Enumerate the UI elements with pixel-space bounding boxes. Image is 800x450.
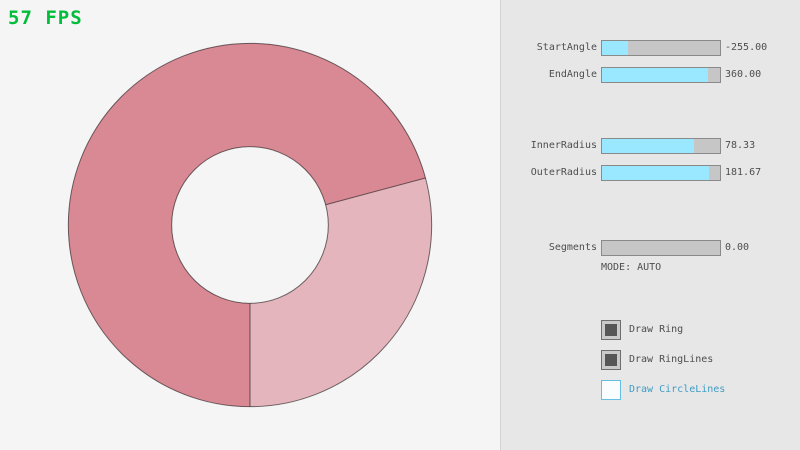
inner-circle-outline xyxy=(171,146,329,304)
draw-ringlines-row: Draw RingLines xyxy=(501,350,800,370)
start-angle-label: StartAngle xyxy=(536,42,597,53)
end-angle-label: EndAngle xyxy=(548,69,597,80)
draw-ring-checkbox[interactable] xyxy=(601,320,621,340)
segments-value: 0.00 xyxy=(725,242,750,253)
outer-radius-slider-fill xyxy=(602,166,710,180)
ring-boundary-line-top xyxy=(325,177,426,206)
draw-circlelines-row: Draw CircleLines xyxy=(501,380,800,400)
draw-ring-row: Draw Ring xyxy=(501,320,800,340)
ring-sector-overlap xyxy=(68,43,426,407)
ring-sector-single xyxy=(250,177,432,407)
controls-panel: StartAngle -255.00 EndAngle 360.00 Inner… xyxy=(500,0,800,450)
end-angle-slider-fill xyxy=(602,68,709,82)
inner-radius-slider-fill xyxy=(602,139,695,153)
end-angle-row: EndAngle 360.00 xyxy=(501,67,800,83)
mode-status-text: MODE: AUTO xyxy=(601,262,662,273)
draw-circlelines-checkbox[interactable] xyxy=(601,380,621,400)
outer-radius-label: OuterRadius xyxy=(530,167,597,178)
draw-ringlines-label: Draw RingLines xyxy=(629,354,714,365)
outer-radius-slider[interactable] xyxy=(601,165,721,181)
segments-slider[interactable] xyxy=(601,240,721,256)
inner-radius-slider[interactable] xyxy=(601,138,721,154)
start-angle-slider-fill xyxy=(602,41,628,55)
draw-ringlines-checkbox[interactable] xyxy=(601,350,621,370)
start-angle-slider[interactable] xyxy=(601,40,721,56)
outer-radius-value: 181.67 xyxy=(725,167,762,178)
end-angle-value: 360.00 xyxy=(725,69,762,80)
fps-counter: 57 FPS xyxy=(8,7,83,29)
draw-circlelines-label: Draw CircleLines xyxy=(629,384,726,395)
outer-radius-row: OuterRadius 181.67 xyxy=(501,165,800,181)
inner-radius-label: InnerRadius xyxy=(530,140,597,151)
segments-row: Segments 0.00 xyxy=(501,240,800,256)
segments-label: Segments xyxy=(548,242,597,253)
inner-radius-row: InnerRadius 78.33 xyxy=(501,138,800,154)
inner-radius-value: 78.33 xyxy=(725,140,756,151)
ring-graphic xyxy=(67,42,433,408)
end-angle-slider[interactable] xyxy=(601,67,721,83)
drawing-canvas: 57 FPS xyxy=(8,7,433,408)
draw-ring-label: Draw Ring xyxy=(629,324,684,335)
start-angle-row: StartAngle -255.00 xyxy=(501,40,800,56)
start-angle-value: -255.00 xyxy=(725,42,768,53)
